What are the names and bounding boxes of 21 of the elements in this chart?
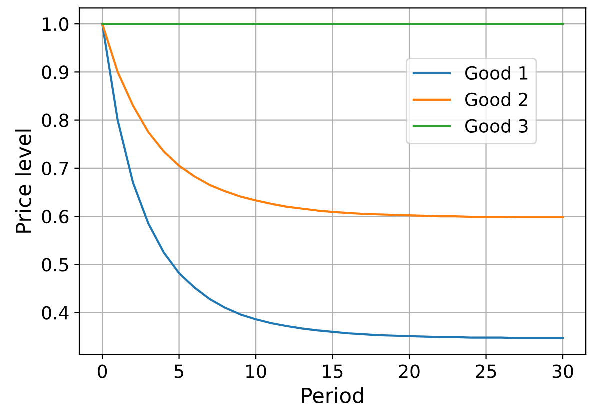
y-tick-label: 0.5 — [42, 258, 68, 272]
x-tick-label: 15 — [323, 364, 343, 378]
legend-label: Good 1 — [466, 66, 528, 80]
x-tick-label: 25 — [476, 364, 496, 378]
y-tick-label: 0.9 — [42, 66, 69, 80]
y-tick-label: 0.6 — [42, 210, 69, 224]
legend-label: Good 2 — [466, 92, 528, 106]
y-tick-label: 0.4 — [42, 306, 69, 320]
x-tick-label: 30 — [552, 364, 574, 378]
y-tick-label: 1.0 — [43, 18, 69, 32]
line-series — [101, 23, 564, 340]
x-tick-label: 0 — [98, 364, 108, 378]
x-axis-title: Period — [302, 387, 364, 404]
x-tick-label: 10 — [246, 364, 266, 378]
line-series — [101, 23, 564, 219]
x-tick-label: 5 — [174, 364, 184, 378]
y-tick-label: 0.8 — [42, 114, 69, 128]
legend-label: Good 3 — [466, 119, 528, 134]
x-tick-label: 20 — [399, 364, 420, 378]
y-tick-label: 0.7 — [42, 162, 68, 176]
y-axis-title: Price level — [15, 130, 32, 233]
